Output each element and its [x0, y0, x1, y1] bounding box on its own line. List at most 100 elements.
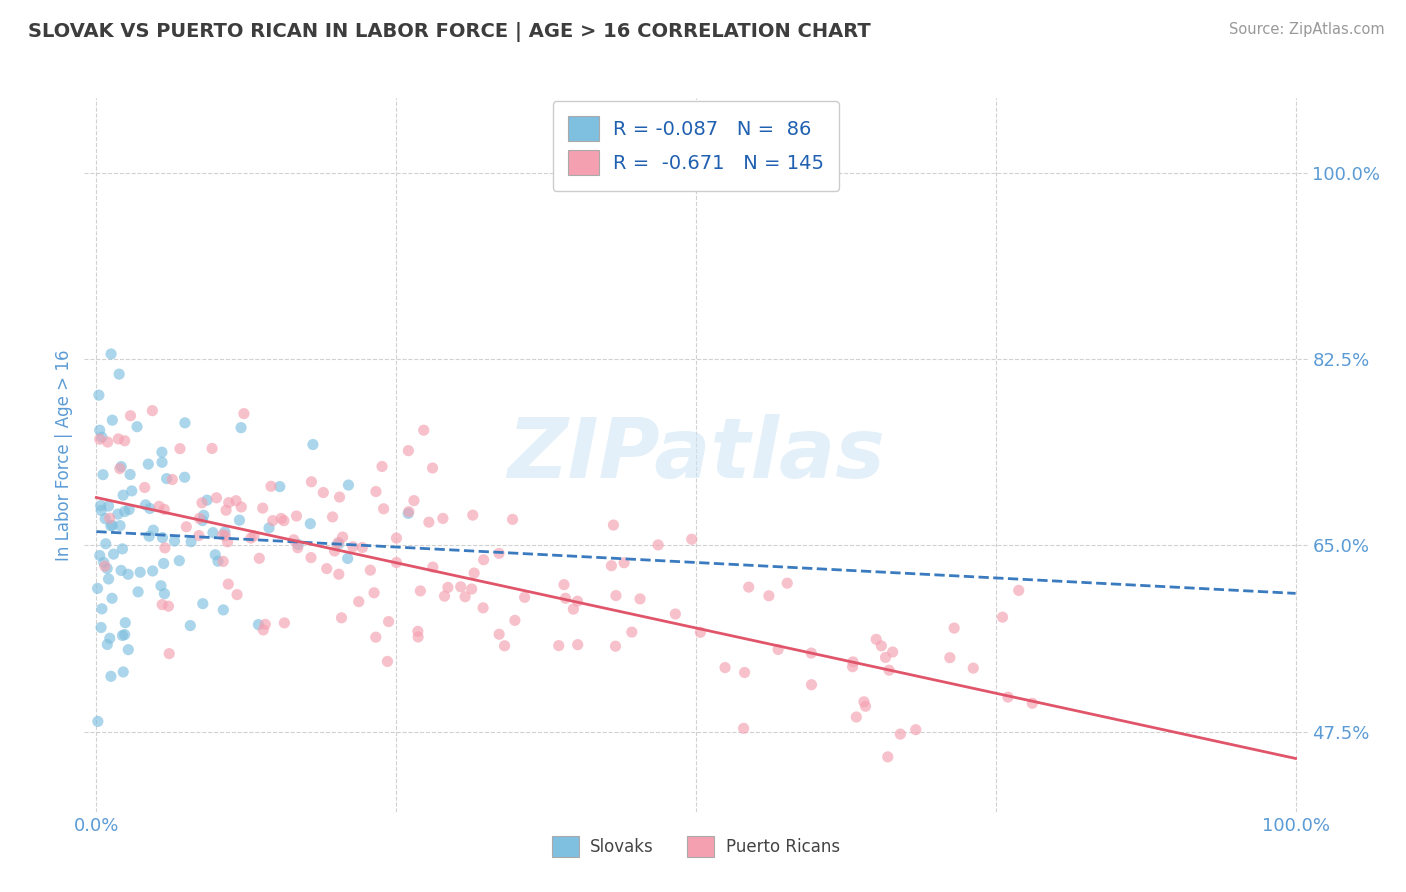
Point — [273, 615, 295, 630]
Point — [229, 420, 252, 434]
Point — [100, 347, 122, 361]
Point — [852, 695, 875, 709]
Point — [153, 541, 176, 555]
Point — [882, 645, 904, 659]
Point — [800, 646, 823, 660]
Point — [776, 576, 799, 591]
Point — [212, 603, 235, 617]
Point — [875, 650, 897, 665]
Point — [385, 531, 408, 545]
Point — [141, 403, 163, 417]
Point — [169, 442, 191, 456]
Point — [150, 445, 173, 459]
Point — [135, 498, 157, 512]
Point — [488, 627, 510, 641]
Point — [877, 663, 900, 677]
Point — [252, 501, 274, 516]
Point — [962, 661, 984, 675]
Point — [287, 541, 309, 555]
Point — [110, 459, 132, 474]
Point — [153, 587, 176, 601]
Point — [418, 515, 440, 529]
Point — [134, 480, 156, 494]
Point — [153, 502, 176, 516]
Point — [664, 607, 686, 621]
Point — [121, 483, 143, 498]
Point — [870, 639, 893, 653]
Point — [107, 432, 129, 446]
Point — [562, 602, 585, 616]
Point — [312, 485, 335, 500]
Point — [328, 490, 350, 504]
Point — [205, 491, 228, 505]
Point — [302, 437, 325, 451]
Point — [107, 507, 129, 521]
Point — [613, 556, 636, 570]
Point — [396, 443, 419, 458]
Point — [283, 533, 305, 547]
Point — [152, 557, 174, 571]
Point — [215, 503, 238, 517]
Point — [328, 535, 350, 549]
Point — [118, 502, 141, 516]
Point — [939, 650, 962, 665]
Point — [120, 467, 142, 482]
Point — [377, 615, 399, 629]
Point — [269, 480, 291, 494]
Point — [287, 537, 309, 551]
Point — [315, 561, 337, 575]
Point — [567, 594, 589, 608]
Point — [842, 655, 865, 669]
Point — [262, 514, 284, 528]
Point — [876, 750, 898, 764]
Point — [217, 534, 239, 549]
Point — [364, 630, 387, 644]
Point — [494, 639, 516, 653]
Point — [142, 564, 165, 578]
Point — [111, 541, 134, 556]
Point — [212, 554, 235, 568]
Point — [460, 582, 482, 596]
Point — [87, 714, 110, 729]
Point — [188, 528, 211, 542]
Point — [328, 537, 350, 551]
Point — [201, 442, 224, 456]
Point — [247, 617, 270, 632]
Point — [385, 556, 408, 570]
Point — [472, 600, 495, 615]
Point — [889, 727, 911, 741]
Point — [231, 500, 253, 514]
Point — [114, 434, 136, 448]
Point — [681, 533, 703, 547]
Point — [454, 590, 477, 604]
Point — [112, 488, 135, 502]
Point — [553, 577, 575, 591]
Text: Source: ZipAtlas.com: Source: ZipAtlas.com — [1229, 22, 1385, 37]
Point — [89, 423, 111, 437]
Point — [260, 479, 283, 493]
Point — [108, 461, 131, 475]
Point — [733, 722, 755, 736]
Point — [432, 511, 454, 525]
Point — [98, 511, 121, 525]
Point — [602, 518, 624, 533]
Point — [547, 639, 569, 653]
Point — [373, 501, 395, 516]
Point — [738, 580, 761, 594]
Point — [117, 642, 139, 657]
Point — [89, 432, 111, 446]
Point — [342, 540, 364, 554]
Point — [136, 457, 159, 471]
Point — [111, 628, 134, 642]
Point — [188, 511, 211, 525]
Point — [228, 513, 250, 527]
Point — [396, 507, 419, 521]
Point — [108, 518, 131, 533]
Point — [247, 551, 270, 566]
Point — [90, 430, 112, 444]
Text: ZIPatlas: ZIPatlas — [508, 415, 884, 495]
Point — [252, 623, 274, 637]
Point — [97, 499, 120, 513]
Point — [647, 538, 669, 552]
Point — [193, 508, 215, 523]
